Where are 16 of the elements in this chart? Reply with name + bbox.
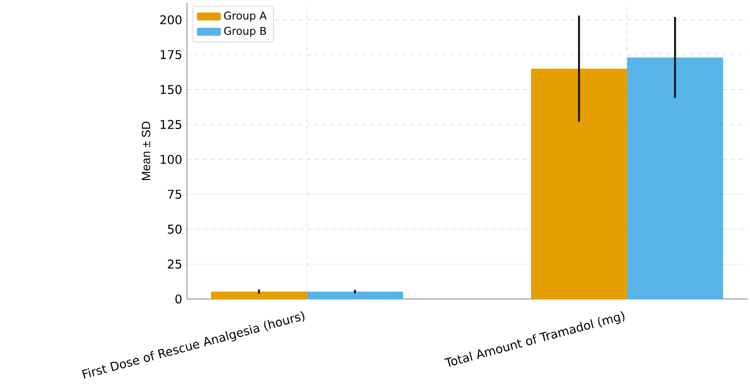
y-tick-label: 50 xyxy=(168,224,182,234)
y-tick-label: 25 xyxy=(168,260,182,269)
y-tick-label: 150 xyxy=(160,85,182,94)
y-tick-label: 175 xyxy=(160,50,182,60)
y-tick-label: 200 xyxy=(160,15,182,24)
y-tick-label: 0 xyxy=(175,294,182,304)
legend-label: Group B xyxy=(224,26,266,38)
y-axis-title: Mean ± SD xyxy=(142,122,150,180)
y-tick-label: 100 xyxy=(160,154,182,164)
bar xyxy=(627,58,724,300)
y-tick-label: 75 xyxy=(168,190,182,199)
y-tick-label: 125 xyxy=(160,120,182,130)
bar xyxy=(307,292,404,300)
legend-label: Group A xyxy=(224,12,267,22)
bar xyxy=(531,68,628,300)
bar xyxy=(211,292,308,300)
